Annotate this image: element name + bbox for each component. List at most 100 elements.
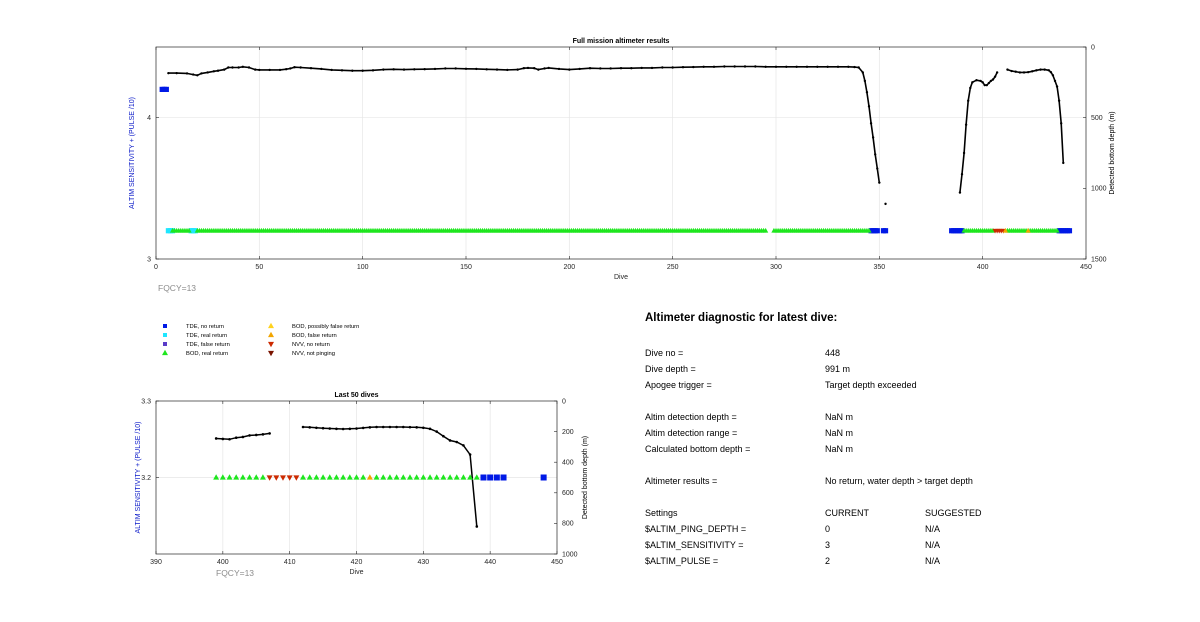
depth-point — [991, 78, 995, 81]
depth-point — [361, 69, 364, 72]
depth-point — [401, 425, 405, 429]
diag-label: Altim detection depth = — [645, 412, 737, 422]
series-bod-real-return-marker — [320, 474, 327, 480]
x-tick-label: 390 — [150, 559, 162, 566]
depth-point — [330, 68, 333, 72]
depth-point — [681, 66, 685, 69]
depth-point — [1018, 71, 1022, 74]
depth-point — [1049, 70, 1053, 74]
depth-point — [221, 437, 225, 441]
depth-point — [995, 71, 999, 74]
depth-point — [619, 67, 623, 70]
diag-label: Altim detection range = — [645, 428, 738, 438]
series-bod-real-return-marker — [763, 227, 769, 233]
depth-point — [985, 83, 988, 87]
depth-point — [321, 426, 325, 430]
series-tde-no-return-marker — [540, 474, 547, 481]
depth-point — [475, 525, 479, 528]
series-bod-real-return-marker — [373, 474, 380, 480]
series-bod-real-return-marker — [306, 474, 313, 480]
depth-point — [212, 70, 216, 73]
series-bod-real-return-marker — [413, 474, 420, 480]
depth-point — [960, 173, 964, 176]
series-bod-real-return-marker — [440, 474, 447, 480]
series-nvv-no-return-marker — [286, 475, 293, 481]
depth-point — [241, 435, 245, 439]
depth-point — [422, 426, 425, 430]
legend-marker — [163, 333, 167, 337]
series-bod-real-return-marker — [239, 474, 246, 480]
diag-label: Apogee trigger = — [645, 380, 712, 390]
series-bod-real-return-marker — [393, 474, 400, 480]
depth-point — [1014, 70, 1017, 73]
depth-point — [979, 79, 982, 83]
depth-point — [989, 79, 993, 83]
legend-label: TDE, no return — [186, 324, 224, 330]
x-tick-label: 410 — [284, 559, 296, 566]
marker-legend: TDE, no return TDE, real return TDE, false… — [162, 322, 359, 357]
depth-point — [1006, 68, 1009, 71]
plot-frame — [155, 46, 1087, 260]
depth-point — [1022, 71, 1026, 74]
legend-marker — [163, 324, 167, 328]
setting-label: $ALTIM_SENSITIVITY = — [645, 540, 744, 550]
legend-label: TDE, false return — [186, 342, 230, 348]
series-bod-real-return-marker — [233, 474, 240, 480]
series-tde-no-return-marker — [480, 474, 487, 481]
depth-point — [1060, 122, 1063, 125]
depth-point — [1051, 74, 1055, 77]
depth-point — [395, 425, 398, 429]
setting-suggested: N/A — [925, 524, 941, 534]
depth-point — [388, 425, 392, 429]
depth-point — [557, 67, 561, 71]
depth-point — [185, 72, 189, 75]
depth-point — [962, 151, 966, 155]
depth-point — [328, 427, 332, 430]
diag-label: Dive depth = — [645, 364, 696, 374]
y-tick-label: 3.2 — [141, 475, 151, 482]
depth-point — [958, 191, 962, 194]
series-tde-no-return-marker — [874, 228, 880, 234]
depth-point — [228, 437, 231, 441]
depth-point — [309, 67, 313, 70]
depth-point — [857, 66, 860, 69]
x-tick-label: 450 — [1080, 264, 1092, 271]
series-bod-real-return-marker — [433, 474, 440, 480]
depth-point — [712, 65, 716, 68]
depth-point — [355, 427, 358, 430]
depth-point — [754, 65, 757, 68]
depth-point — [537, 68, 540, 71]
legend-label: BOD, real return — [186, 351, 228, 357]
depth-point — [599, 67, 602, 70]
diag-label: Dive no = — [645, 348, 684, 358]
depth-point — [975, 79, 978, 82]
x-tick-label: 440 — [484, 559, 496, 566]
depth-point — [723, 65, 726, 68]
depth-point — [408, 425, 412, 429]
series-bod-false-return-marker — [1025, 227, 1031, 233]
y2-axis-label: Detected bottom depth (m) — [1109, 111, 1116, 194]
chart-title: Full mission altimeter results — [573, 38, 670, 45]
depth-point — [468, 453, 472, 456]
series-bod-real-return-marker — [453, 474, 460, 480]
series-bod-false-return-marker — [366, 474, 373, 480]
diag-label: Altimeter results = — [645, 476, 718, 486]
depth-point — [247, 66, 251, 69]
depth-point — [301, 425, 305, 429]
depth-point — [876, 167, 879, 170]
depth-point — [444, 67, 447, 70]
depth-point — [258, 68, 261, 72]
depth-point — [533, 67, 536, 70]
depth-point — [661, 66, 664, 69]
depth-point — [415, 426, 418, 429]
x-tick-label: 400 — [977, 264, 989, 271]
depth-point — [340, 69, 344, 72]
depth-point — [795, 65, 798, 68]
series-nvv-no-return-marker — [279, 475, 286, 481]
y2-tick-label: 400 — [562, 460, 574, 467]
depth-point — [413, 68, 416, 71]
depth-point — [981, 81, 984, 84]
settings-suggested-header: SUGGESTED — [925, 508, 982, 518]
legend-marker — [268, 350, 274, 357]
depth-point — [702, 65, 705, 68]
